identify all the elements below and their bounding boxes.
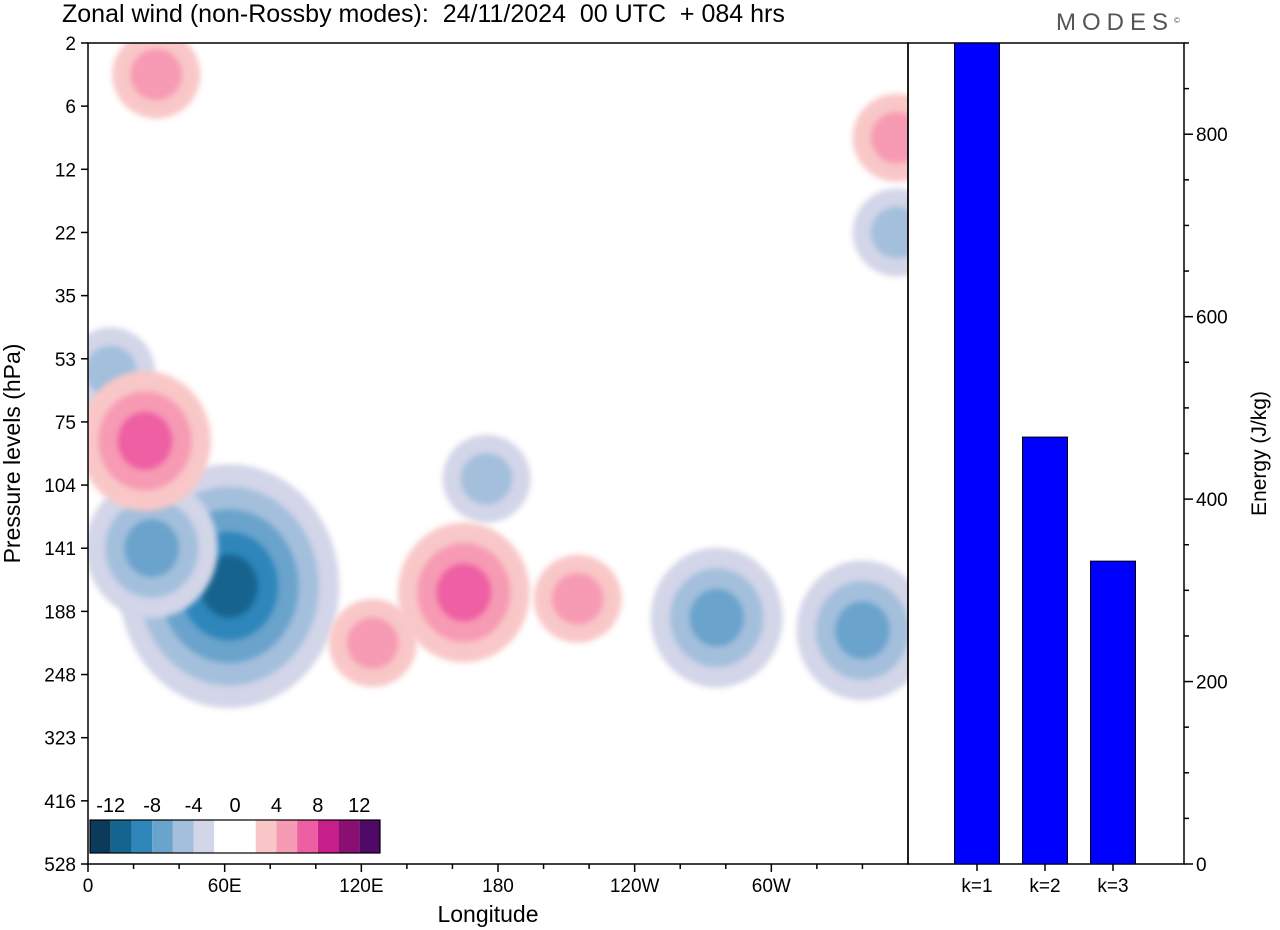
y-tick-label: 188	[44, 602, 76, 623]
chart-title: Zonal wind (non-Rossby modes): 24/11/202…	[62, 0, 785, 28]
y-tick-label: 104	[44, 476, 76, 497]
colorbar-swatch	[131, 820, 153, 853]
y-tick-label: 35	[55, 287, 76, 308]
colorbar-swatch	[317, 820, 339, 853]
wind-anomaly-negative-5	[442, 434, 531, 523]
wind-anomaly-positive-7	[397, 522, 530, 663]
wind-anomaly-positive-9	[533, 554, 622, 643]
contour-level	[117, 412, 173, 470]
y-axis-label: Pressure levels (hPa)	[0, 344, 25, 564]
colorbar-swatch	[214, 820, 235, 853]
contour-level	[200, 554, 258, 618]
energy-tick-label: 600	[1196, 308, 1228, 329]
colorbar-swatch	[297, 820, 318, 853]
energy-tick-label: 200	[1196, 673, 1228, 694]
energy-tick-label: 800	[1196, 125, 1228, 146]
logo-mark: ©	[1174, 16, 1180, 25]
colorbar-swatch	[110, 820, 132, 853]
bar-category-label: k=2	[1029, 876, 1060, 897]
bar-category-label: k=1	[961, 876, 992, 897]
colorbar-swatch	[338, 820, 360, 853]
x-tick-label: 60E	[208, 876, 242, 897]
energy-tick-label: 400	[1196, 490, 1228, 511]
contour-level	[552, 573, 604, 625]
contour-level	[870, 206, 908, 259]
x-axis-label: Longitude	[437, 901, 538, 927]
colorbar-swatch	[152, 820, 173, 853]
contour-level	[835, 601, 890, 660]
bar-k=3	[1090, 560, 1136, 865]
bar-category-label: k=3	[1097, 876, 1128, 897]
x-tick-label: 0	[83, 876, 94, 897]
colorbar-swatch	[276, 820, 298, 853]
colorbar-tick-label: 0	[229, 795, 240, 817]
colorbar-tick-label: -12	[96, 795, 125, 817]
wind-anomaly-negative-1	[88, 478, 218, 619]
energy-tick-label: 0	[1196, 855, 1207, 876]
y-tick-label: 323	[44, 729, 76, 750]
contour-level	[124, 519, 179, 578]
heatmap-field	[88, 43, 908, 709]
energy-bar-chart: k=1 k=2 k=3 0 200 400 600 800 Energy (J/kg)	[907, 42, 1271, 897]
y-tick-label: 75	[55, 413, 76, 434]
bar-k=2	[1022, 436, 1068, 865]
wind-anomaly-positive-10	[88, 370, 211, 511]
y-tick-label: 6	[65, 97, 76, 118]
wind-anomaly-positive-11	[112, 43, 201, 119]
x-tick-label: 60W	[752, 876, 791, 897]
energy-axis-label: Energy (J/kg)	[1248, 391, 1271, 516]
y-tick-label: 248	[44, 666, 76, 687]
logo-text: MODES	[1056, 9, 1175, 36]
y-tick-label: 12	[55, 160, 76, 181]
wind-anomaly-positive-8	[328, 598, 417, 687]
colorbar-tick-label: -4	[185, 795, 203, 817]
y-tick-label: 22	[55, 223, 76, 244]
y-tick-label: 528	[44, 855, 76, 876]
y-tick-label: 53	[55, 350, 76, 371]
bar-k=1	[954, 42, 1000, 865]
colorbar-swatch	[172, 820, 194, 853]
contour-level	[460, 453, 513, 505]
colorbar-tick-label: 8	[312, 795, 323, 817]
contour-level	[436, 563, 492, 622]
wind-anomaly-negative-6	[852, 188, 908, 277]
x-tick-label: 180	[482, 876, 514, 897]
colorbar-tick-label: 12	[348, 795, 370, 817]
contour-level	[347, 617, 399, 669]
x-tick-label: 120E	[339, 876, 383, 897]
modes-logo: MODES©	[1056, 10, 1180, 36]
x-tick-label: 120W	[610, 876, 660, 897]
wind-anomaly-positive-12	[852, 93, 908, 182]
wind-anomaly-negative-2	[650, 547, 783, 688]
contour-level	[130, 48, 182, 101]
contour-level	[870, 112, 908, 164]
colorbar-swatch	[235, 820, 256, 853]
colorbar-frame	[89, 819, 381, 854]
y-tick-label: 416	[44, 792, 76, 813]
y-tick-label: 2	[65, 34, 76, 55]
wind-anomaly-negative-3	[796, 560, 908, 701]
colorbar: -12 -8 -4 0 4 8 12	[89, 795, 381, 854]
colorbar-tick-label: 4	[271, 795, 282, 817]
colorbar-swatch	[90, 820, 111, 853]
contour-level	[689, 588, 744, 647]
colorbar-swatch	[359, 820, 380, 853]
colorbar-tick-label: -8	[143, 795, 161, 817]
colorbar-swatch	[193, 820, 215, 853]
colorbar-swatch	[255, 820, 277, 853]
y-tick-label: 141	[44, 539, 76, 560]
